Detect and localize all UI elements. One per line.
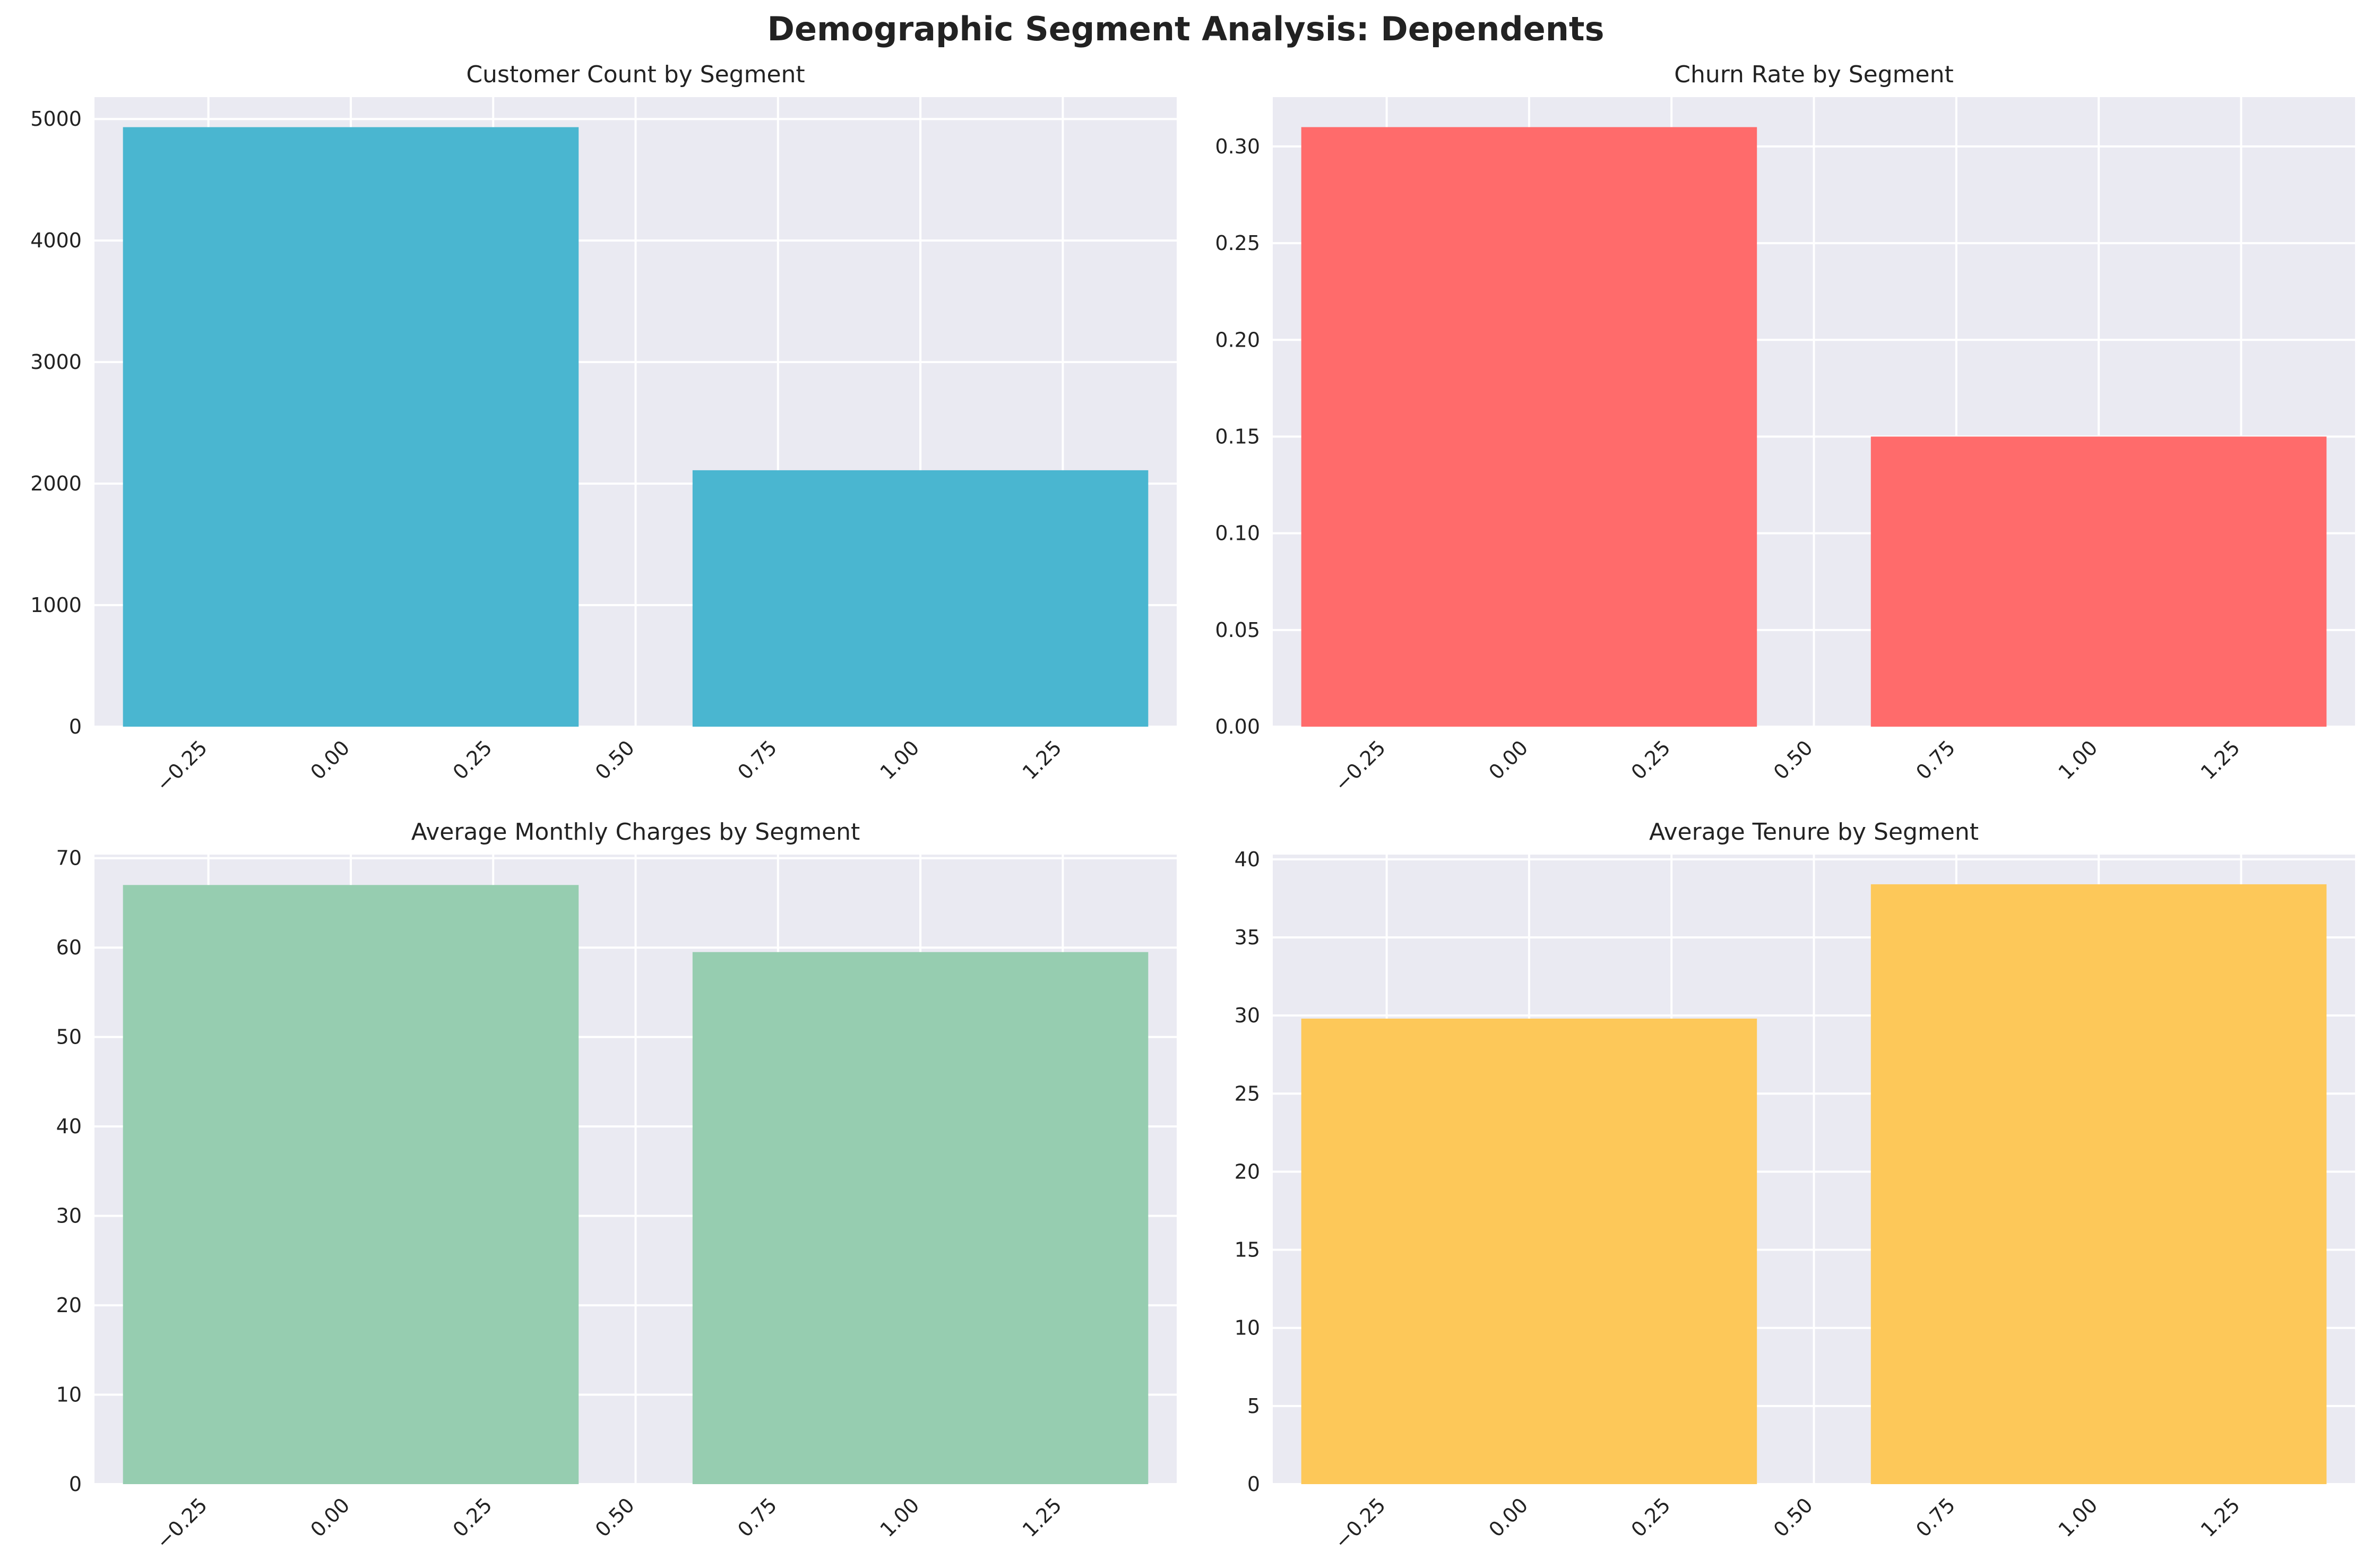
- bar: [1301, 127, 1757, 727]
- y-axis: 0 5 10 15 20 25 30 35 40: [1235, 848, 1260, 1496]
- bars: [1301, 127, 2327, 727]
- y-tick-label: 70: [56, 847, 82, 870]
- panel-title: Churn Rate by Segment: [1674, 61, 1954, 88]
- y-tick-label: 4000: [30, 229, 82, 252]
- y-tick-label: 0: [69, 715, 82, 738]
- y-tick-label: 0: [1247, 1472, 1260, 1496]
- bar: [1870, 436, 2327, 727]
- y-tick-label: 0.30: [1215, 135, 1260, 158]
- y-tick-label: 20: [1235, 1160, 1260, 1183]
- y-tick-label: 0.10: [1215, 522, 1260, 545]
- bar: [1301, 1019, 1757, 1484]
- bar: [692, 470, 1149, 727]
- y-tick-label: 5: [1247, 1394, 1260, 1418]
- y-axis: 0 10 20 30 40 50 60 70: [56, 847, 82, 1496]
- y-tick-label: 40: [56, 1115, 82, 1138]
- y-tick-label: 1000: [30, 593, 82, 617]
- y-tick-label: 0: [69, 1472, 82, 1496]
- panel-title: Average Monthly Charges by Segment: [411, 819, 860, 846]
- y-tick-label: 3000: [30, 350, 82, 374]
- panel-title: Average Tenure by Segment: [1649, 819, 1979, 846]
- bars: [123, 127, 1149, 727]
- bar: [123, 127, 579, 727]
- y-tick-label: 50: [56, 1026, 82, 1049]
- y-tick-label: 0.05: [1215, 618, 1260, 642]
- y-tick-label: 40: [1235, 848, 1260, 871]
- y-tick-label: 10: [1235, 1316, 1260, 1340]
- y-tick-label: 60: [56, 936, 82, 959]
- bars: [123, 885, 1149, 1484]
- y-tick-label: 5000: [30, 107, 82, 131]
- y-tick-label: 0.00: [1215, 715, 1260, 738]
- y-tick-label: 0.25: [1215, 231, 1260, 255]
- y-tick-label: 30: [56, 1204, 82, 1228]
- bar: [123, 885, 579, 1484]
- figure-title: Demographic Segment Analysis: Dependents: [767, 10, 1605, 48]
- panel-churn-rate: 0.000.050.100.150.200.250.30 −0.25 0.00 0.…: [1215, 61, 2355, 796]
- y-tick-label: 20: [56, 1294, 82, 1317]
- y-tick-label: 0.15: [1215, 425, 1260, 448]
- y-tick-label: 25: [1235, 1082, 1260, 1105]
- y-tick-label: 15: [1235, 1238, 1260, 1262]
- y-tick-label: 10: [56, 1383, 82, 1407]
- y-tick-label: 35: [1235, 926, 1260, 949]
- bar: [692, 952, 1149, 1484]
- y-axis: 0.00 0.05 0.10 0.15 0.20 0.25 0.30: [1215, 135, 1260, 738]
- y-axis: 0 1000 2000 3000 4000 5000: [30, 107, 82, 738]
- bar: [1870, 884, 2327, 1484]
- panel-title: Customer Count by Segment: [466, 61, 805, 88]
- bars: [1301, 884, 2327, 1484]
- y-tick-label: 2000: [30, 472, 82, 495]
- y-tick-label: 30: [1235, 1004, 1260, 1027]
- y-tick-label: 0.20: [1215, 328, 1260, 351]
